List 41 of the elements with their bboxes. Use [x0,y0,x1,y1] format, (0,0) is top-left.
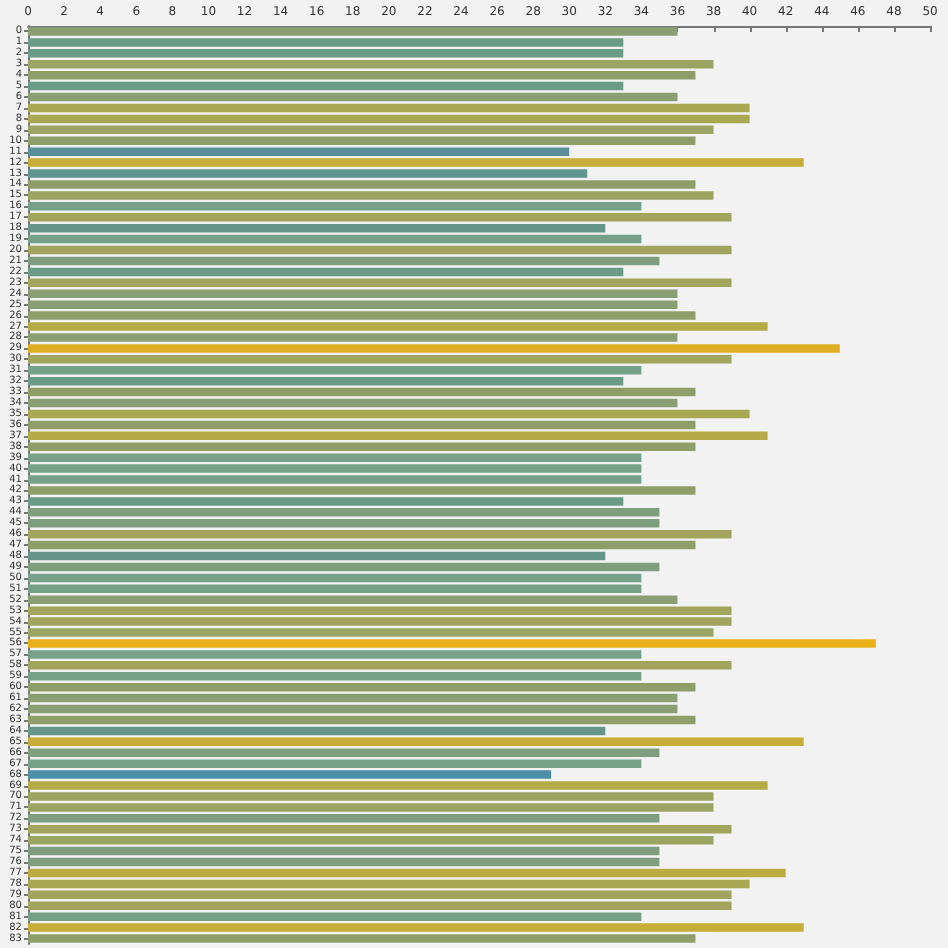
bar [28,147,570,156]
bar [28,650,642,659]
bar [28,344,840,353]
bar [28,868,786,878]
bar [28,322,768,331]
bar [28,202,642,211]
bar [28,27,678,36]
bar [28,540,696,550]
bar [28,409,750,419]
bar [28,256,660,266]
bar [28,420,696,430]
bar [28,234,642,244]
bar [28,486,696,495]
bar [28,169,588,178]
bar [28,934,696,943]
bar [28,92,678,102]
bar [28,814,660,823]
bar [28,223,606,233]
bar [28,551,606,561]
bar [28,442,696,452]
bar [28,529,732,539]
bar [28,770,552,779]
bar [28,212,732,222]
bar [28,81,624,91]
bar [28,671,642,681]
bar [28,923,804,932]
bar [28,158,804,167]
bar [28,639,876,648]
bar [28,355,732,364]
bar [28,333,678,342]
bar [28,595,678,605]
bar [28,245,732,255]
bar [28,431,768,441]
bar [28,278,732,288]
bar [28,661,732,670]
bar [28,726,606,736]
bar [28,781,768,790]
bar [28,912,642,921]
bar [28,267,624,277]
bar [28,737,804,747]
bar [28,497,624,506]
